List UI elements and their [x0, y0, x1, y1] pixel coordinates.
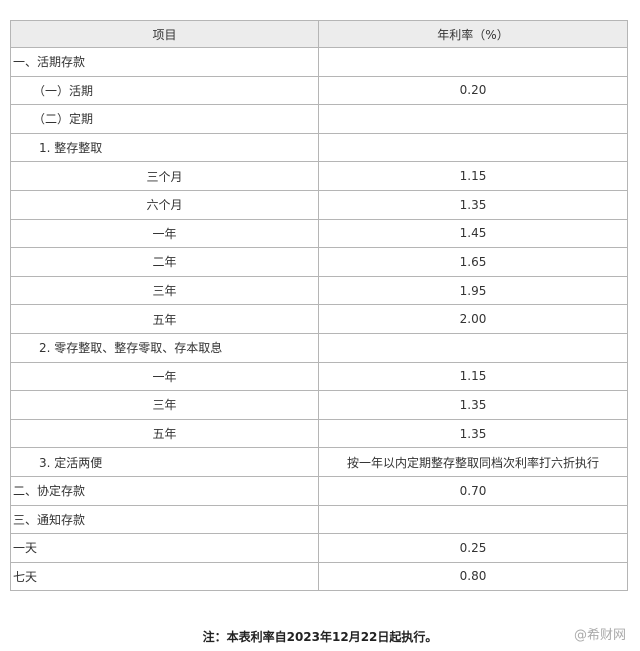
table-row: （二）定期 — [10, 104, 628, 134]
table-row: 七天 0.80 — [10, 561, 628, 592]
header-cell: 年利率（%） — [318, 20, 628, 48]
rate-cell — [318, 104, 628, 134]
table-row: （一）活期 0.20 — [10, 75, 628, 106]
item-cell: 七天 — [10, 561, 319, 592]
table-row: 3. 定活两便 按一年以内定期整存整取同档次利率打六折执行 — [10, 447, 628, 477]
table-row: 三年 1.95 — [10, 275, 628, 306]
table-row: 2. 零存整取、整存零取、存本取息 — [10, 332, 628, 363]
item-cell: 五年 — [10, 418, 319, 449]
rate-cell: 2.00 — [318, 304, 628, 334]
rate-cell: 按一年以内定期整存整取同档次利率打六折执行 — [318, 447, 628, 477]
rate-cell: 1.65 — [318, 247, 628, 277]
watermark: @希财网 — [573, 628, 626, 643]
rate-cell — [318, 504, 628, 535]
item-cell: 1. 整存整取 — [10, 132, 319, 163]
rate-cell — [318, 132, 628, 163]
rate-cell: 0.70 — [318, 475, 628, 506]
table-row: 六个月 1.35 — [10, 189, 628, 220]
rate-cell: 0.80 — [318, 561, 628, 592]
table-row: 三年 1.35 — [10, 390, 628, 420]
item-cell: 三个月 — [10, 161, 319, 191]
rate-table: 项目 年利率（%） 一、活期存款 （一）活期 0.20 （二）定期 1. 整存整取 三个月… — [10, 20, 628, 592]
item-cell: （二）定期 — [10, 104, 319, 134]
rate-cell: 1.35 — [318, 418, 628, 449]
table-row: 一年 1.45 — [10, 218, 628, 249]
rate-cell: 1.15 — [318, 361, 628, 392]
header-row: 项目 年利率（%） — [10, 20, 628, 48]
item-cell: 五年 — [10, 304, 319, 334]
table-row: 五年 2.00 — [10, 304, 628, 334]
rate-cell: 1.15 — [318, 161, 628, 191]
rate-cell: 1.35 — [318, 390, 628, 420]
item-cell: 六个月 — [10, 189, 319, 220]
item-cell: 三年 — [10, 390, 319, 420]
rate-cell — [318, 47, 628, 77]
rate-cell — [318, 332, 628, 363]
item-cell: 三、通知存款 — [10, 504, 319, 535]
table-row: 一天 0.25 — [10, 533, 628, 563]
rate-cell: 1.45 — [318, 218, 628, 249]
table-row: 五年 1.35 — [10, 418, 628, 449]
item-cell: 一天 — [10, 533, 319, 563]
footnote: 注：本表利率自2023年12月22日起执行。 — [202, 630, 438, 644]
rate-cell: 0.25 — [318, 533, 628, 563]
item-cell: 一年 — [10, 361, 319, 392]
item-cell: 2. 零存整取、整存零取、存本取息 — [10, 332, 319, 363]
item-cell: 二、协定存款 — [10, 475, 319, 506]
table-row: 一、活期存款 — [10, 47, 628, 77]
rate-cell: 0.20 — [318, 75, 628, 106]
table-row: 三、通知存款 — [10, 504, 628, 535]
item-cell: 三年 — [10, 275, 319, 306]
item-cell: 一年 — [10, 218, 319, 249]
item-cell: 3. 定活两便 — [10, 447, 319, 477]
table-body: 一、活期存款 （一）活期 0.20 （二）定期 1. 整存整取 三个月 1.15 六个月 1.3… — [10, 47, 628, 592]
rate-cell: 1.35 — [318, 189, 628, 220]
table-row: 三个月 1.15 — [10, 161, 628, 191]
table-row: 二年 1.65 — [10, 247, 628, 277]
item-cell: （一）活期 — [10, 75, 319, 106]
rate-cell: 1.95 — [318, 275, 628, 306]
table-row: 一年 1.15 — [10, 361, 628, 392]
table-row: 二、协定存款 0.70 — [10, 475, 628, 506]
item-cell: 二年 — [10, 247, 319, 277]
table-row: 1. 整存整取 — [10, 132, 628, 163]
header-cell: 项目 — [10, 20, 319, 48]
item-cell: 一、活期存款 — [10, 47, 319, 77]
